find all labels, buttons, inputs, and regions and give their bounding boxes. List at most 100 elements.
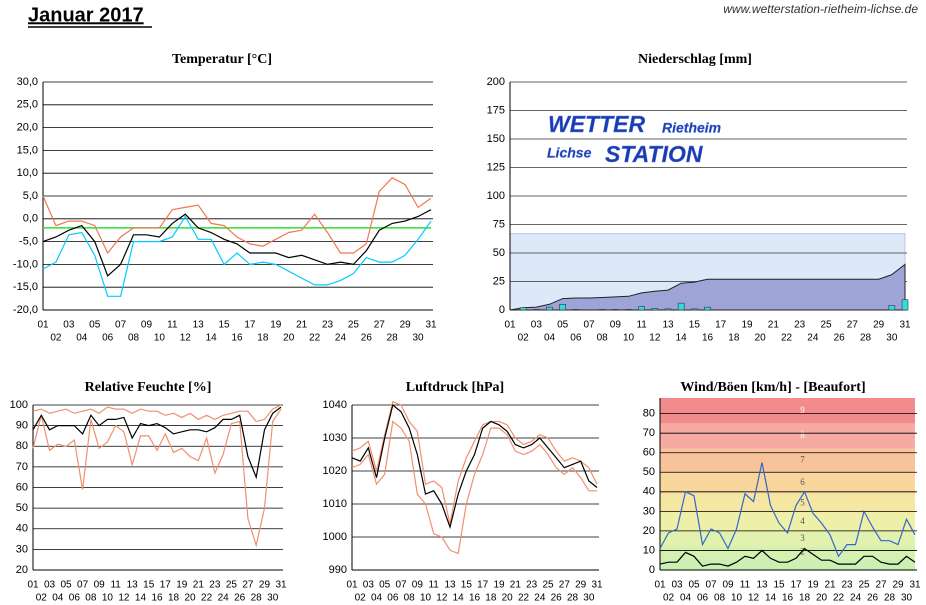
x-tick-label: 06	[570, 333, 582, 344]
x-tick-label: 27	[847, 320, 859, 331]
x-tick-label: 27	[242, 580, 254, 591]
x-tick-label: 09	[141, 320, 153, 331]
x-tick-label: 16	[782, 593, 794, 604]
x-tick-label: 18	[257, 333, 269, 344]
x-tick-label: 22	[781, 333, 793, 344]
x-tick-label: 03	[671, 580, 683, 591]
series-line	[42, 215, 432, 297]
page-title: Januar 2017	[28, 4, 144, 26]
x-tick-label: 24	[807, 333, 819, 344]
x-tick-label: 04	[544, 333, 556, 344]
x-tick-label: 07	[77, 580, 89, 591]
logo-text: Rietheim	[662, 120, 721, 136]
y-tick-label: 20,0	[17, 122, 38, 134]
x-tick-label: 18	[485, 593, 497, 604]
x-tick-label: 21	[193, 580, 205, 591]
y-tick-label: 15,0	[17, 144, 38, 156]
y-tick-label: 1040	[323, 399, 347, 411]
x-tick-label: 13	[127, 580, 139, 591]
x-tick-label: 11	[636, 320, 647, 331]
series-line	[42, 209, 432, 277]
chart-title: Relative Feuchte [%]	[85, 380, 212, 395]
x-tick-label: 01	[37, 320, 49, 331]
y-tick-label: 80	[643, 408, 655, 420]
beaufort-label: 6	[800, 477, 805, 487]
x-tick-label: 06	[69, 593, 81, 604]
x-tick-label: 05	[61, 580, 73, 591]
x-tick-label: 14	[765, 593, 777, 604]
series-line	[42, 177, 432, 255]
bar	[546, 306, 553, 311]
x-tick-label: 30	[886, 333, 898, 344]
x-tick-label: 12	[649, 333, 661, 344]
y-tick-label: 70	[16, 461, 28, 473]
x-tick-label: 12	[748, 593, 760, 604]
x-tick-label: 14	[453, 593, 465, 604]
x-tick-label: 12	[436, 593, 448, 604]
beaufort-band	[660, 513, 915, 531]
x-tick-label: 08	[714, 593, 726, 604]
x-tick-label: 01	[346, 580, 358, 591]
x-tick-label: 05	[379, 580, 391, 591]
x-tick-label: 05	[688, 580, 700, 591]
beaufort-band	[660, 423, 915, 449]
x-tick-label: 10	[102, 593, 114, 604]
y-tick-label: 20	[16, 564, 28, 576]
beaufort-label: 3	[800, 533, 805, 543]
bar	[901, 299, 909, 311]
x-tick-label: 10	[623, 333, 635, 344]
beaufort-label: 4	[800, 516, 805, 526]
x-tick-label: 22	[833, 593, 845, 604]
y-tick-label: 1010	[323, 498, 347, 510]
x-tick-label: 11	[740, 580, 751, 591]
x-tick-label: 29	[892, 580, 904, 591]
x-tick-label: 04	[52, 593, 64, 604]
x-tick-label: 21	[768, 320, 780, 331]
x-tick-label: 11	[167, 320, 178, 331]
y-tick-label: 1000	[323, 531, 347, 543]
x-tick-label: 08	[597, 333, 609, 344]
x-tick-label: 14	[135, 593, 147, 604]
x-tick-label: 28	[860, 333, 872, 344]
x-tick-label: 23	[322, 320, 334, 331]
series-line	[32, 408, 282, 548]
x-tick-label: 26	[234, 593, 246, 604]
y-tick-label: 50	[493, 247, 505, 259]
x-tick-label: 23	[209, 580, 221, 591]
x-tick-label: 10	[731, 593, 743, 604]
x-tick-label: 26	[867, 593, 879, 604]
x-tick-label: 03	[44, 580, 56, 591]
x-tick-label: 16	[702, 333, 714, 344]
x-tick-label: 05	[557, 320, 569, 331]
series-line	[32, 404, 282, 423]
x-tick-label: 08	[85, 593, 97, 604]
y-tick-label: 50	[16, 502, 28, 514]
x-tick-label: 29	[575, 580, 587, 591]
y-tick-label: 40	[643, 486, 655, 498]
bar	[691, 308, 698, 311]
x-tick-label: 19	[493, 580, 505, 591]
x-tick-label: 02	[355, 593, 367, 604]
x-tick-label: 19	[176, 580, 188, 591]
x-tick-label: 10	[154, 333, 166, 344]
y-tick-label: 10	[643, 544, 655, 556]
x-tick-label: 15	[461, 580, 473, 591]
series-line	[659, 462, 916, 558]
x-tick-label: 03	[363, 580, 375, 591]
x-tick-label: 22	[518, 593, 530, 604]
beaufort-label: 9	[800, 405, 805, 415]
x-tick-label: 13	[444, 580, 456, 591]
y-tick-label: 60	[643, 447, 655, 459]
y-tick-label: 0	[499, 304, 505, 316]
x-tick-label: 08	[128, 333, 140, 344]
y-tick-label: 5,0	[23, 190, 38, 202]
y-tick-label: 150	[487, 133, 505, 145]
x-tick-label: 25	[542, 580, 554, 591]
x-tick-label: 23	[794, 320, 806, 331]
series-line	[32, 406, 282, 480]
x-tick-label: 15	[689, 320, 701, 331]
chart-title: Wind/Böen [km/h] - [Beaufort]	[680, 380, 865, 395]
x-tick-label: 19	[270, 320, 282, 331]
x-tick-label: 03	[531, 320, 543, 331]
x-tick-label: 31	[425, 320, 437, 331]
